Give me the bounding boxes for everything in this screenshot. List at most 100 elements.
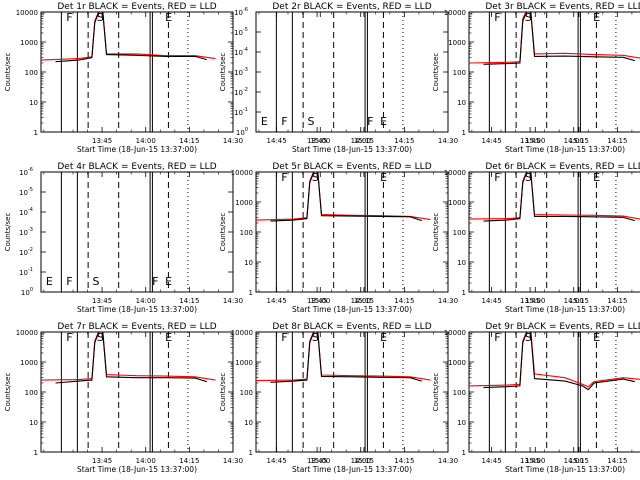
chart-title: Det 7r BLACK = Events, RED = LLD [57,322,216,332]
flag-label: E [593,171,600,184]
x-tick-label: 13:45 [520,137,540,145]
y-tick-label: 10 [244,419,253,427]
x-tick-label: 15:15 [354,297,374,305]
x-axis-label: Start Time (18-Jun-15 13:37:00) [292,465,412,474]
plot-frame [255,171,449,293]
y-tick-label: 10-4 [234,47,248,57]
y-tick-label: 100 [453,389,466,397]
chart-title: Det 5r BLACK = Events, RED = LLD [272,162,431,172]
y-tick-label: 10000 [444,169,466,177]
x-tick-label: 14:00 [351,137,371,145]
x-tick-label: 13:45 [92,457,112,465]
chart-panel: Det 4r BLACK = Events, RED = LLD Counts/s… [4,162,374,314]
x-tick-label: 13:45 [92,297,112,305]
x-tick-label: 15:00 [310,137,330,145]
plot-frame [40,11,234,133]
y-tick-label: 10-1 [234,107,248,117]
flag-label: E [46,275,53,288]
x-tick-label: 14:15 [394,137,414,145]
x-tick-label: 14:45 [267,137,287,145]
plot-frame [255,11,449,133]
flag-label: S [525,11,532,24]
y-tick-label: 1 [249,289,253,297]
plot-frame [40,171,234,293]
x-tick-label: 14:00 [564,137,584,145]
flag-label: F [494,11,500,24]
y-tick-label: 10000 [444,329,466,337]
chart-panel: Det 2r BLACK = Events, RED = LLD Counts/s… [219,2,589,154]
y-axis-label: Counts/sec [4,213,12,252]
x-tick-label: 14:45 [482,137,502,145]
plot-frame [40,331,234,453]
x-tick-label: 14:00 [564,457,584,465]
x-tick-label: 15:15 [354,457,374,465]
flag-label: E [165,331,172,344]
events-series-line [270,172,422,222]
y-tick-label: 1000 [448,39,466,47]
y-tick-label: 10-3 [19,227,33,237]
y-axis-label: Counts/sec [432,53,440,92]
lld-series-line [469,332,640,388]
x-tick-label: 13:45 [307,297,327,305]
y-tick-label: 1 [249,449,253,457]
x-tick-label: 14:15 [179,457,199,465]
y-tick-label: 10-5 [19,187,33,197]
y-axis-label: Counts/sec [219,213,227,252]
x-axis-label: Start Time (18-Jun-15 13:37:00) [77,305,197,314]
x-tick-label: 14:45 [482,457,502,465]
y-tick-label: 100 [236,127,248,137]
chart-title: Det 4r BLACK = Events, RED = LLD [57,162,216,172]
y-axis-label: Counts/sec [4,53,12,92]
x-tick-label: 15:15 [354,137,374,145]
flag-label: S [312,171,319,184]
y-tick-label: 10000 [16,9,38,17]
y-tick-label: 10-6 [19,167,33,177]
y-tick-label: 10 [457,419,466,427]
y-tick-label: 10 [457,259,466,267]
flag-label: E [380,171,387,184]
x-tick-label: 14:45 [482,297,502,305]
y-tick-label: 1000 [20,359,38,367]
x-tick-label: 15:00 [310,457,330,465]
x-axis-label: Start Time (18-Jun-15 13:37:00) [505,465,625,474]
flag-label: E [380,115,387,128]
x-tick-label: 14:45 [267,297,287,305]
y-tick-label: 100 [453,229,466,237]
flag-label: F [281,171,287,184]
x-tick-label: 15:00 [525,137,545,145]
y-tick-label: 1000 [20,39,38,47]
y-tick-label: 10-3 [234,67,248,77]
events-series-line [483,12,635,65]
x-tick-label: 14:15 [179,297,199,305]
y-tick-label: 10000 [231,169,253,177]
flag-label: F [494,171,500,184]
y-axis-label: Counts/sec [432,373,440,412]
y-tick-label: 100 [240,389,253,397]
y-tick-label: 1000 [448,359,466,367]
x-tick-label: 13:45 [520,297,540,305]
x-tick-label: 13:45 [307,457,327,465]
x-tick-label: 14:30 [223,297,243,305]
chart-title: Det 8r BLACK = Events, RED = LLD [272,322,431,332]
flag-label: E [165,275,172,288]
y-tick-label: 1 [34,129,38,137]
x-tick-label: 14:30 [438,297,458,305]
chart-title: Det 1r BLACK = Events, RED = LLD [57,2,216,12]
x-tick-label: 15:00 [310,297,330,305]
y-tick-label: 10-1 [19,267,33,277]
y-tick-label: 1 [462,289,466,297]
flag-label: F [281,115,287,128]
y-tick-label: 10-5 [234,27,248,37]
x-tick-label: 14:00 [351,297,371,305]
events-series-line [270,332,422,383]
flag-label: E [593,331,600,344]
y-tick-label: 1000 [448,199,466,207]
flag-label: F [66,11,72,24]
flag-label: F [494,331,500,344]
x-tick-label: 13:45 [92,137,112,145]
y-tick-label: 10-4 [19,207,33,217]
x-tick-label: 15:15 [569,137,589,145]
x-axis-label: Start Time (18-Jun-15 13:37:00) [505,145,625,154]
y-tick-label: 1 [462,129,466,137]
flag-label: F [152,275,158,288]
